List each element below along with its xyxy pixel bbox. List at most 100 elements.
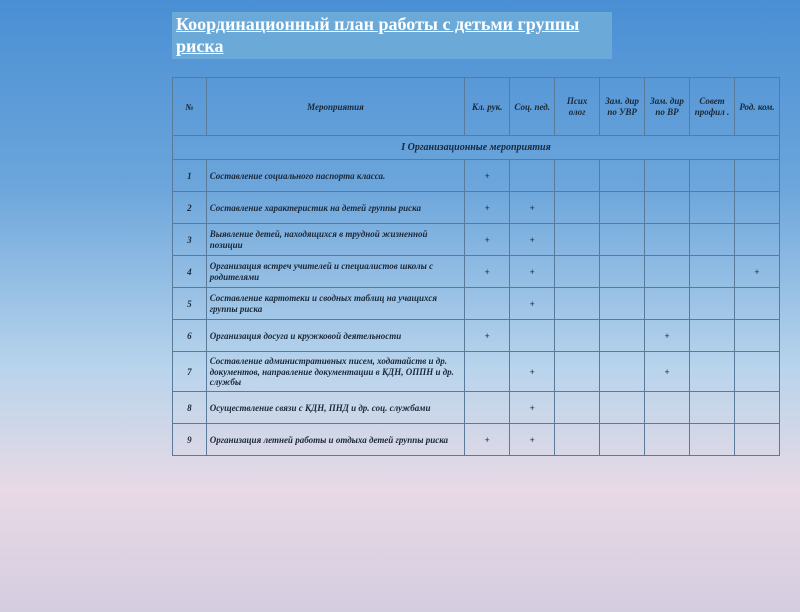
mark-cell: + <box>510 224 555 256</box>
table-row: 6Организация досуга и кружковой деятельн… <box>173 320 780 352</box>
mark-cell: + <box>645 320 690 352</box>
mark-cell <box>734 192 779 224</box>
table-row: 5Составление картотеки и сводных таблиц … <box>173 288 780 320</box>
section-row: I Организационные мероприятия <box>173 136 780 160</box>
mark-cell <box>600 256 645 288</box>
col-header-event: Мероприятия <box>206 78 465 136</box>
row-number: 9 <box>173 424 207 456</box>
col-header-c4: Зам. дир по УВР <box>600 78 645 136</box>
mark-cell <box>645 224 690 256</box>
col-header-c5: Зам. дир по ВР <box>645 78 690 136</box>
row-event: Выявление детей, находящихся в трудной ж… <box>206 224 465 256</box>
plan-table: № Мероприятия Кл. рук. Соц. пед. Псих ол… <box>172 77 780 456</box>
table-row: 8Осуществление связи с КДН, ПНД и др. со… <box>173 392 780 424</box>
mark-cell: + <box>510 192 555 224</box>
header-row: № Мероприятия Кл. рук. Соц. пед. Псих ол… <box>173 78 780 136</box>
mark-cell: + <box>465 320 510 352</box>
mark-cell <box>734 392 779 424</box>
mark-cell <box>600 288 645 320</box>
mark-cell <box>510 320 555 352</box>
mark-cell <box>555 320 600 352</box>
mark-cell <box>510 160 555 192</box>
mark-cell <box>645 392 690 424</box>
mark-cell <box>734 160 779 192</box>
mark-cell: + <box>510 352 555 392</box>
mark-cell: + <box>645 352 690 392</box>
row-event: Составление картотеки и сводных таблиц н… <box>206 288 465 320</box>
mark-cell <box>600 224 645 256</box>
table-row: 9Организация летней работы и отдыха дете… <box>173 424 780 456</box>
mark-cell <box>734 320 779 352</box>
table-row: 4Организация встреч учителей и специалис… <box>173 256 780 288</box>
mark-cell <box>734 224 779 256</box>
mark-cell <box>690 288 735 320</box>
mark-cell <box>465 288 510 320</box>
table-row: 1Составление социального паспорта класса… <box>173 160 780 192</box>
row-number: 5 <box>173 288 207 320</box>
table-row: 7Составление административных писем, ход… <box>173 352 780 392</box>
row-number: 2 <box>173 192 207 224</box>
mark-cell <box>555 224 600 256</box>
mark-cell <box>734 352 779 392</box>
row-event: Составление социального паспорта класса. <box>206 160 465 192</box>
mark-cell <box>600 160 645 192</box>
page-title: Координационный план работы с детьми гру… <box>172 12 612 59</box>
mark-cell: + <box>465 256 510 288</box>
mark-cell <box>734 424 779 456</box>
col-header-c1: Кл. рук. <box>465 78 510 136</box>
mark-cell: + <box>465 192 510 224</box>
mark-cell <box>600 320 645 352</box>
mark-cell <box>555 256 600 288</box>
mark-cell: + <box>510 256 555 288</box>
row-number: 4 <box>173 256 207 288</box>
col-header-c7: Род. ком. <box>734 78 779 136</box>
mark-cell <box>690 192 735 224</box>
mark-cell <box>645 160 690 192</box>
row-event: Организация летней работы и отдыха детей… <box>206 424 465 456</box>
row-event: Осуществление связи с КДН, ПНД и др. соц… <box>206 392 465 424</box>
mark-cell <box>690 424 735 456</box>
mark-cell: + <box>465 424 510 456</box>
row-number: 6 <box>173 320 207 352</box>
row-event: Составление административных писем, хода… <box>206 352 465 392</box>
mark-cell <box>645 288 690 320</box>
plan-table-container: № Мероприятия Кл. рук. Соц. пед. Псих ол… <box>172 77 780 456</box>
mark-cell: + <box>734 256 779 288</box>
mark-cell: + <box>510 288 555 320</box>
row-number: 3 <box>173 224 207 256</box>
mark-cell <box>555 424 600 456</box>
col-header-c2: Соц. пед. <box>510 78 555 136</box>
mark-cell: + <box>510 392 555 424</box>
mark-cell <box>555 392 600 424</box>
mark-cell <box>734 288 779 320</box>
mark-cell <box>600 192 645 224</box>
mark-cell <box>555 192 600 224</box>
row-event: Организация досуга и кружковой деятельно… <box>206 320 465 352</box>
mark-cell <box>690 392 735 424</box>
mark-cell: + <box>465 160 510 192</box>
mark-cell <box>600 352 645 392</box>
mark-cell <box>555 352 600 392</box>
mark-cell <box>465 352 510 392</box>
section-title: I Организационные мероприятия <box>173 136 780 160</box>
col-header-num: № <box>173 78 207 136</box>
table-row: 3Выявление детей, находящихся в трудной … <box>173 224 780 256</box>
mark-cell <box>555 288 600 320</box>
row-event: Составление характеристик на детей групп… <box>206 192 465 224</box>
mark-cell <box>690 256 735 288</box>
mark-cell <box>690 160 735 192</box>
mark-cell <box>600 392 645 424</box>
table-row: 2Составление характеристик на детей груп… <box>173 192 780 224</box>
row-event: Организация встреч учителей и специалист… <box>206 256 465 288</box>
row-number: 7 <box>173 352 207 392</box>
row-number: 1 <box>173 160 207 192</box>
mark-cell <box>645 424 690 456</box>
mark-cell: + <box>465 224 510 256</box>
col-header-c6: Совет профил . <box>690 78 735 136</box>
mark-cell <box>600 424 645 456</box>
mark-cell <box>690 320 735 352</box>
mark-cell <box>690 224 735 256</box>
row-number: 8 <box>173 392 207 424</box>
mark-cell <box>645 192 690 224</box>
mark-cell <box>465 392 510 424</box>
